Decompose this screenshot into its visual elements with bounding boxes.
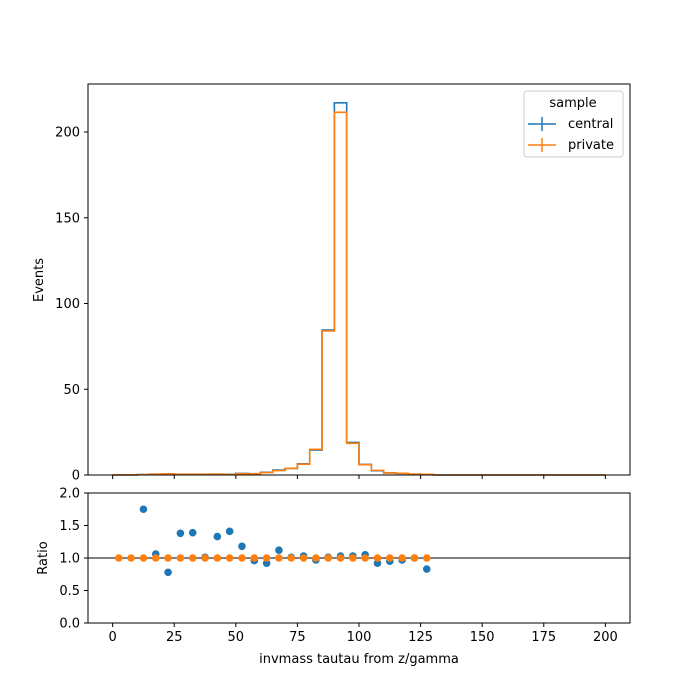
ratio-point-private <box>176 554 185 562</box>
x-tick-label: 50 <box>228 630 245 645</box>
ratio-point-private <box>373 554 382 562</box>
ratio-point-central <box>213 532 222 541</box>
legend-entry-private: private <box>528 138 614 153</box>
ratio-point-private <box>275 554 283 562</box>
ratio-point-private <box>127 554 135 562</box>
ratio-point-private <box>188 554 197 562</box>
legend: sample central private <box>523 90 624 158</box>
ratio-point-private <box>287 554 296 562</box>
ratio-point-private <box>164 554 172 562</box>
ratio-point-private <box>139 554 148 562</box>
legend-label-central: central <box>568 117 613 132</box>
ratio-point-central <box>176 529 185 538</box>
x-tick-label: 200 <box>593 630 618 645</box>
ratio-point-private <box>151 554 160 562</box>
x-tick-label: 25 <box>166 630 183 645</box>
y-tick-label: 0.5 <box>59 584 80 599</box>
legend-box <box>523 90 624 158</box>
ratio-point-central <box>275 546 283 554</box>
y-tick-label: 200 <box>55 126 80 141</box>
ratio-point-private <box>361 554 369 562</box>
histogram-step-central <box>112 102 606 476</box>
ratio-point-private <box>312 554 320 562</box>
ratio-point-central <box>188 528 197 537</box>
ratio-point-private <box>201 554 209 562</box>
ratio-point-private <box>349 554 357 562</box>
ratio-point-central <box>422 565 431 573</box>
legend-label-private: private <box>568 138 614 153</box>
histogram-step-private <box>112 111 606 476</box>
x-tick-label: 0 <box>108 630 116 645</box>
histogram-y-ticks: 0 50 100 150 200 <box>55 126 88 484</box>
ratio-point-private <box>250 554 259 562</box>
ratio-y-ticks: 0.0 0.5 1.0 1.5 2.0 <box>59 487 88 632</box>
ratio-point-private <box>225 554 234 562</box>
ratio-point-private <box>398 554 406 562</box>
y-tick-label: 1.0 <box>59 552 80 567</box>
ratio-panel: 0 25 50 75 100 125 150 175 200 0.0 0.5 1.0 1.5 2.0 R… <box>36 487 631 667</box>
ratio-point-private <box>422 554 431 562</box>
legend-entry-central: central <box>528 117 613 132</box>
histogram-steps <box>112 102 606 476</box>
ratio-point-central <box>238 542 246 551</box>
ratio-point-central <box>262 559 271 567</box>
ratio-points <box>114 505 431 577</box>
ratio-point-private <box>385 554 394 562</box>
ratio-point-central <box>139 505 148 514</box>
legend-title: sample <box>549 96 596 111</box>
ratio-y-axis-label: Ratio <box>36 541 51 574</box>
y-tick-label: 0.0 <box>59 617 80 632</box>
ratio-point-private <box>324 554 333 562</box>
x-tick-label: 175 <box>531 630 556 645</box>
ratio-point-private <box>410 554 419 562</box>
histogram-x-ticks <box>112 475 606 479</box>
x-tick-label: 100 <box>347 630 372 645</box>
y-tick-label: 50 <box>63 383 80 398</box>
x-tick-label: 75 <box>289 630 306 645</box>
ratio-point-private <box>114 554 123 562</box>
y-tick-label: 100 <box>55 297 80 312</box>
ratio-point-central <box>164 568 172 577</box>
y-tick-label: 2.0 <box>59 487 80 502</box>
x-tick-label: 150 <box>470 630 495 645</box>
y-tick-label: 1.5 <box>59 519 80 534</box>
ratio-point-private <box>238 554 246 562</box>
histogram-y-axis-label: Events <box>32 258 47 302</box>
ratio-point-private <box>336 554 345 562</box>
ratio-point-private <box>299 554 308 562</box>
ratio-point-central <box>373 559 382 567</box>
ratio-point-central <box>225 527 234 536</box>
y-tick-label: 150 <box>55 211 80 226</box>
x-tick-label: 125 <box>408 630 433 645</box>
ratio-point-private <box>262 554 271 562</box>
ratio-point-private <box>213 554 222 562</box>
y-tick-label: 0 <box>72 469 80 484</box>
ratio-x-ticks: 0 25 50 75 100 125 150 175 200 <box>108 623 618 645</box>
histogram-panel: 0 50 100 150 200 Events sample central priva… <box>32 83 631 484</box>
x-axis-label: invmass tautau from z/gamma <box>259 652 459 667</box>
